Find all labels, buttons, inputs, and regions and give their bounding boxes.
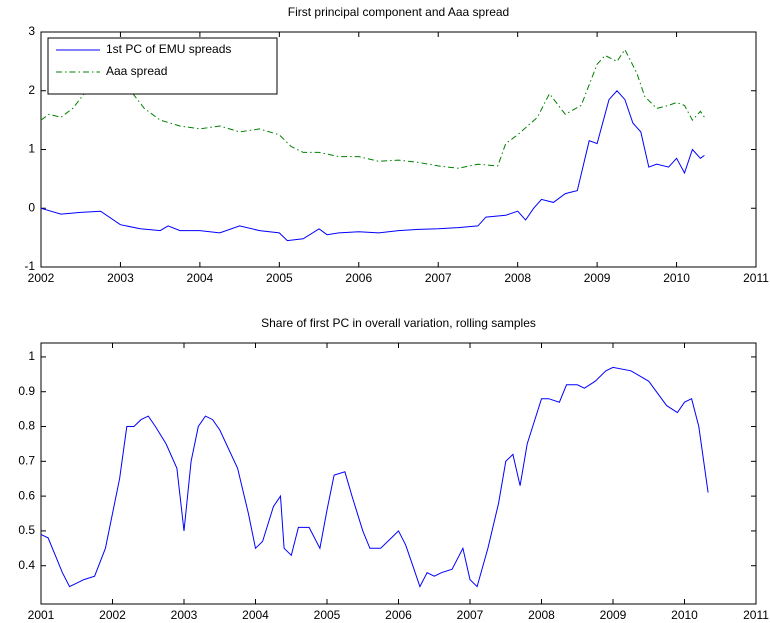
x-tick-label: 2006: [385, 608, 412, 622]
x-tick-label: 2004: [187, 271, 214, 285]
y-tick-label: 3: [28, 24, 35, 38]
x-tick-label: 2010: [671, 608, 698, 622]
x-tick-label: 2002: [28, 271, 55, 285]
legend-label: Aaa spread: [106, 64, 167, 78]
x-tick-label: 2007: [425, 271, 452, 285]
x-tick-label: 2003: [107, 271, 134, 285]
y-tick-label: 1: [28, 349, 35, 363]
y-tick-label: 0.5: [18, 523, 35, 537]
y-tick-label: -1: [24, 259, 35, 273]
y-tick-label: 1: [28, 142, 35, 156]
y-tick-label: 0.9: [18, 384, 35, 398]
y-tick-label: 2: [28, 83, 35, 97]
x-tick-label: 2004: [242, 608, 269, 622]
series-line: [40, 48, 705, 169]
x-tick-label: 2011: [743, 271, 769, 285]
x-tick-label: 2007: [457, 608, 484, 622]
chart-title: First principal component and Aaa spread: [288, 5, 509, 19]
x-tick-label: 2002: [99, 608, 126, 622]
legend-box: [47, 37, 278, 95]
series-line: [40, 90, 705, 242]
chart-title: Share of first PC in overall variation, …: [261, 316, 536, 330]
x-tick-label: 2006: [345, 271, 372, 285]
x-tick-label: 2005: [266, 271, 293, 285]
x-tick-label: 2001: [28, 608, 55, 622]
x-tick-label: 2011: [743, 608, 769, 622]
y-tick-label: 0.4: [18, 558, 35, 572]
x-tick-label: 2010: [663, 271, 690, 285]
series-line: [40, 366, 709, 588]
x-tick-label: 2003: [171, 608, 198, 622]
y-tick-label: 0.8: [18, 419, 35, 433]
x-tick-label: 2009: [600, 608, 627, 622]
x-tick-label: 2008: [528, 608, 555, 622]
x-tick-label: 2009: [584, 271, 611, 285]
x-tick-label: 2005: [314, 608, 341, 622]
legend-label: 1st PC of EMU spreads: [106, 42, 231, 56]
plot-frame: [40, 342, 757, 605]
y-tick-label: 0.6: [18, 488, 35, 502]
y-tick-label: 0.7: [18, 453, 35, 467]
x-tick-label: 2008: [504, 271, 531, 285]
y-tick-label: 0: [28, 200, 35, 214]
